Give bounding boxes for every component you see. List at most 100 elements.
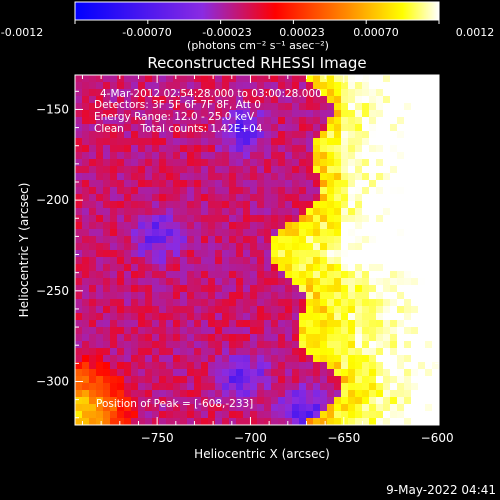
heatmap-pixel [390,355,398,363]
heatmap-pixel [236,334,244,342]
heatmap-pixel [418,187,426,195]
heatmap-pixel [187,243,195,251]
heatmap-pixel [117,376,125,384]
heatmap-pixel [173,89,181,97]
heatmap-pixel [369,243,377,251]
heatmap-pixel [320,250,328,258]
heatmap-pixel [173,166,181,174]
heatmap-pixel [152,390,160,398]
heatmap-pixel [383,278,391,286]
heatmap-pixel [201,152,209,160]
heatmap-pixel [103,404,111,412]
heatmap-pixel [306,138,314,146]
heatmap-pixel [411,313,419,321]
heatmap-pixel [320,292,328,300]
heatmap-pixel [131,145,139,153]
heatmap-pixel [383,369,391,377]
heatmap-pixel [131,110,139,118]
heatmap-pixel [222,299,230,307]
heatmap-pixel [110,166,118,174]
heatmap-pixel [404,299,412,307]
heatmap-pixel [166,306,174,314]
heatmap-pixel [306,222,314,230]
heatmap-pixel [376,145,384,153]
heatmap-pixel [96,313,104,321]
heatmap-pixel [215,117,223,125]
heatmap-pixel [306,117,314,125]
heatmap-pixel [425,397,433,405]
heatmap-pixel [411,355,419,363]
heatmap-pixel [397,299,405,307]
heatmap-pixel [334,292,342,300]
heatmap-pixel [96,390,104,398]
heatmap-pixel [404,327,412,335]
heatmap-pixel [418,166,426,174]
heatmap-pixel [173,355,181,363]
heatmap-pixel [285,418,293,425]
heatmap-pixel [341,75,349,83]
heatmap-pixel [369,348,377,356]
heatmap-pixel [362,341,370,349]
heatmap-pixel [390,341,398,349]
heatmap-pixel [89,159,97,167]
heatmap-pixel [376,362,384,370]
heatmap-pixel [243,397,251,405]
heatmap-pixel [103,194,111,202]
heatmap-pixel [82,117,90,125]
heatmap-pixel [292,215,300,223]
heatmap-pixel [425,166,433,174]
heatmap-pixel [138,376,146,384]
heatmap-pixel [313,264,321,272]
heatmap-pixel [411,299,419,307]
heatmap-pixel [236,327,244,335]
heatmap-pixel [75,75,83,83]
heatmap-pixel [75,264,83,272]
heatmap-pixel [320,278,328,286]
heatmap-pixel [355,355,363,363]
heatmap-pixel [180,194,188,202]
heatmap-pixel [306,299,314,307]
heatmap-pixel [215,362,223,370]
heatmap-pixel [243,187,251,195]
heatmap-pixel [236,103,244,111]
heatmap-pixel [117,271,125,279]
heatmap-pixel [362,320,370,328]
heatmap-pixel [131,348,139,356]
heatmap-pixel [292,327,300,335]
heatmap-pixel [327,264,335,272]
heatmap-pixel [390,159,398,167]
heatmap-pixel [152,166,160,174]
y-axis-label: Heliocentric Y (arcsec) [17,183,31,318]
heatmap-pixel [292,271,300,279]
heatmap-pixel [103,411,111,419]
heatmap-pixel [299,320,307,328]
heatmap-pixel [75,355,83,363]
heatmap-pixel [292,250,300,258]
heatmap-pixel [362,145,370,153]
heatmap-pixel [376,103,384,111]
heatmap-pixel [355,390,363,398]
heatmap-pixel [236,159,244,167]
heatmap-pixel [194,250,202,258]
heatmap-pixel [166,215,174,223]
heatmap-pixel [138,397,146,405]
heatmap-pixel [362,194,370,202]
heatmap-pixel [173,376,181,384]
heatmap-pixel [159,110,167,118]
heatmap-pixel [159,236,167,244]
heatmap-pixel [152,96,160,104]
heatmap-pixel [103,96,111,104]
heatmap-pixel [271,271,279,279]
heatmap-pixel [215,75,223,83]
heatmap-pixel [138,271,146,279]
heatmap-pixel [110,159,118,167]
heatmap-pixel [411,96,419,104]
heatmap-pixel [341,271,349,279]
heatmap-pixel [418,397,426,405]
heatmap-pixel [341,278,349,286]
heatmap-pixel [201,292,209,300]
heatmap-pixel [236,341,244,349]
heatmap-pixel [320,180,328,188]
heatmap-pixel [390,194,398,202]
heatmap-pixel [432,348,439,356]
